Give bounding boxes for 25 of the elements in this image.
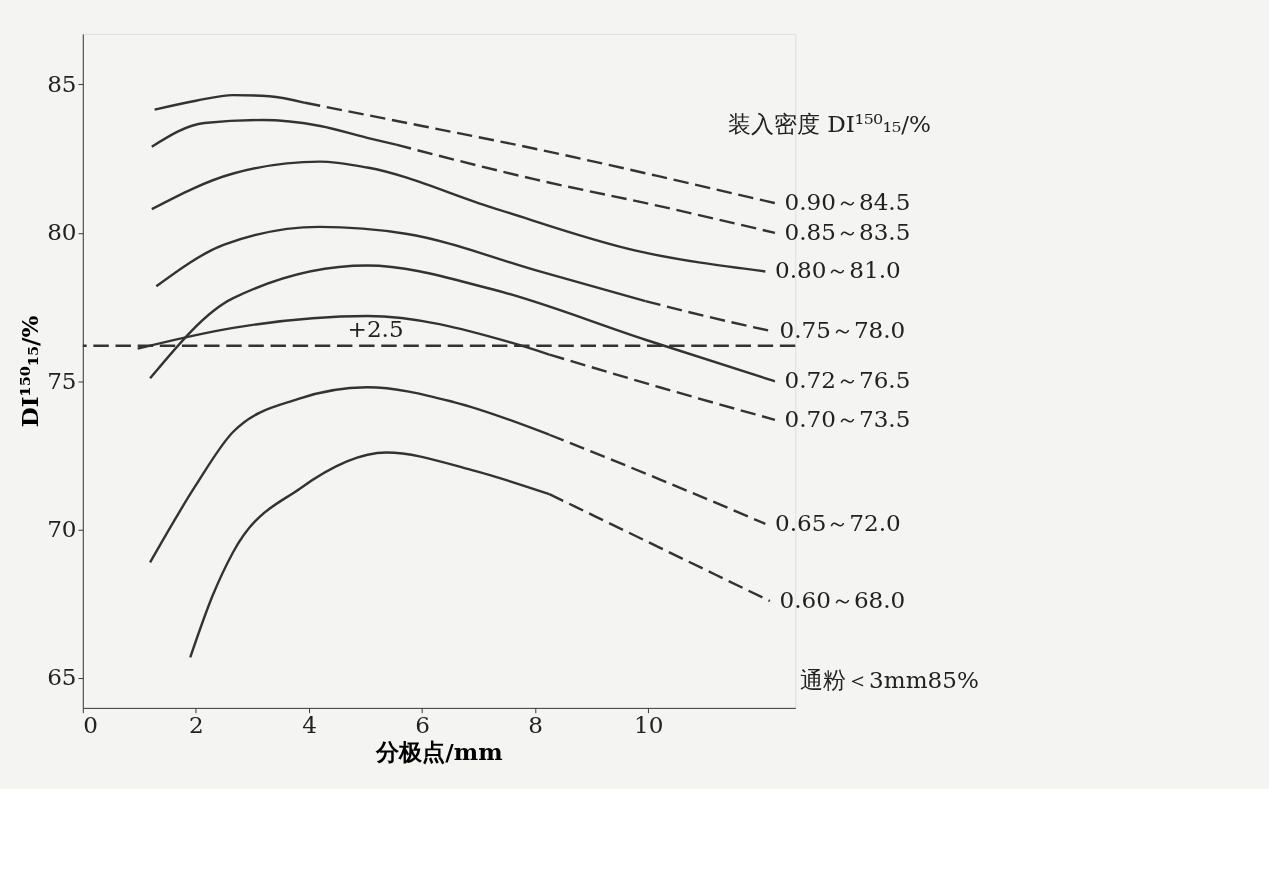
series-label: 0.60～68.0 — [779, 586, 906, 613]
x-tick-label: 6 — [415, 712, 430, 739]
series-label: 0.65～72.0 — [774, 509, 901, 536]
x-tick-label: 10 — [634, 712, 664, 739]
series-label: 0.70～73.5 — [784, 405, 911, 432]
text: 通粉＜3mm85% — [800, 666, 979, 693]
series-label: 0.90～84.5 — [784, 188, 911, 215]
y-tick-label: 65 — [47, 664, 77, 691]
x-axis-title: 分极点/mm — [375, 738, 503, 766]
series-label: 0.72～76.5 — [784, 367, 911, 394]
x-tick-label: 4 — [302, 712, 317, 739]
line-series — [150, 160, 767, 273]
y-tick-label: 75 — [47, 367, 77, 394]
x-tick-label: 2 — [189, 712, 204, 739]
y-tick-label: 80 — [47, 219, 77, 246]
series-label: 0.75～78.0 — [779, 316, 906, 343]
y-tick-label: 70 — [47, 515, 77, 542]
y-tick-label: 85 — [47, 70, 77, 97]
x-tick-label: 0 — [83, 712, 98, 739]
y-axis-title: DI¹⁵⁰₁₅/% — [16, 315, 44, 428]
annotation: +2.5 — [347, 316, 404, 343]
legend-title: 装入密度 DI¹⁵⁰₁₅/% — [727, 111, 931, 138]
series-label: 0.85～83.5 — [784, 218, 911, 245]
x-tick-label: 8 — [528, 712, 544, 739]
series-label: 0.80～81.0 — [774, 257, 901, 284]
